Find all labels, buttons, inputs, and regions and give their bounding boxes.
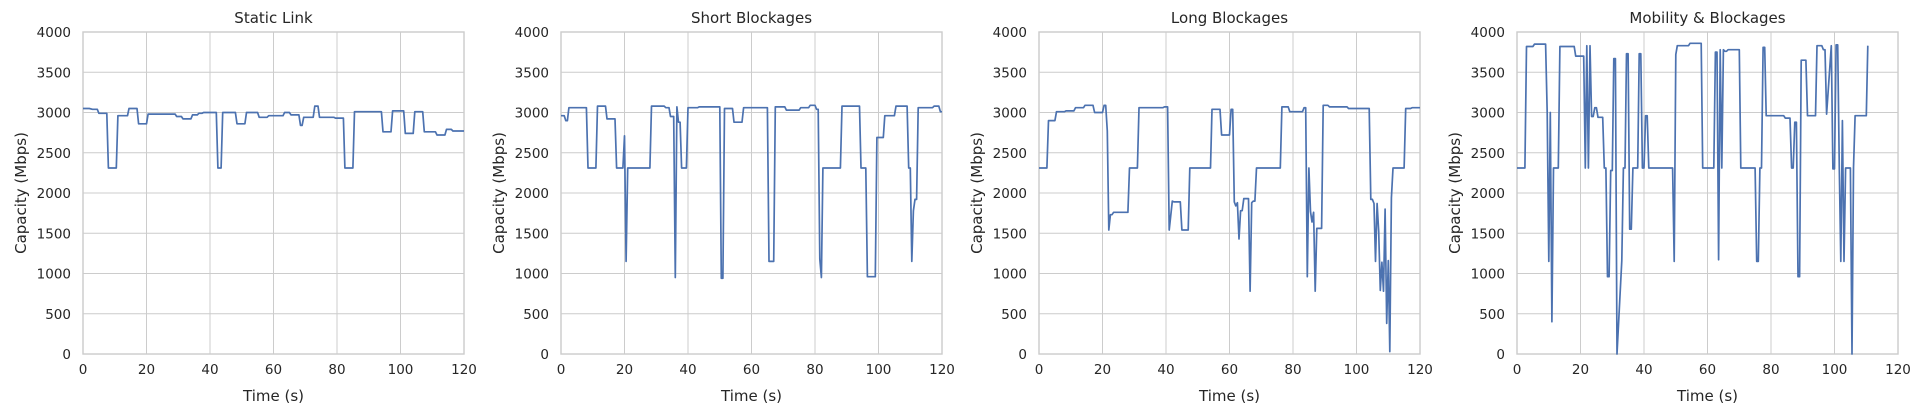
x-tick-label: 20 (616, 362, 633, 378)
y-tick-label: 1000 (515, 267, 549, 283)
y-tick-label: 4000 (993, 25, 1027, 41)
y-tick-label: 2000 (1471, 186, 1505, 202)
x-tick-label: 120 (929, 362, 955, 378)
series-line (561, 104, 942, 280)
y-tick-label: 1500 (37, 226, 71, 242)
y-tick-label: 1500 (1471, 226, 1505, 242)
x-tick-label: 0 (79, 362, 88, 378)
x-tick-label: 80 (328, 362, 345, 378)
x-tick-label: 40 (679, 362, 696, 378)
y-tick-label: 1500 (515, 226, 549, 242)
y-tick-label: 4000 (515, 25, 549, 41)
y-tick-label: 1000 (37, 267, 71, 283)
y-tick-label: 2500 (1471, 146, 1505, 162)
x-tick-label: 120 (1407, 362, 1433, 378)
y-tick-label: 3000 (515, 106, 549, 122)
x-tick-label: 60 (743, 362, 760, 378)
x-axis-label: Time (s) (1198, 387, 1260, 405)
y-axis-label: Capacity (Mbps) (968, 132, 986, 254)
x-tick-label: 80 (1284, 362, 1301, 378)
x-tick-label: 40 (1635, 362, 1652, 378)
x-tick-label: 0 (1035, 362, 1044, 378)
x-tick-label: 100 (1822, 362, 1848, 378)
y-tick-label: 2500 (37, 146, 71, 162)
y-tick-label: 3000 (1471, 106, 1505, 122)
plot-border (1516, 31, 1899, 355)
x-tick-label: 80 (806, 362, 823, 378)
y-tick-label: 2500 (993, 146, 1027, 162)
series-line (1517, 42, 1869, 355)
x-tick-label: 20 (1094, 362, 1111, 378)
x-axis-label: Time (s) (242, 387, 304, 405)
y-tick-label: 2500 (515, 146, 549, 162)
chart-title: Static Link (234, 9, 313, 27)
y-tick-label: 500 (1001, 307, 1027, 323)
chart-title: Short Blockages (691, 9, 812, 27)
x-tick-label: 60 (1699, 362, 1716, 378)
y-tick-label: 3000 (37, 106, 71, 122)
x-tick-label: 120 (451, 362, 477, 378)
y-tick-label: 500 (1479, 307, 1505, 323)
plot-border (82, 31, 465, 355)
chart-title: Long Blockages (1171, 9, 1288, 27)
x-tick-label: 60 (265, 362, 282, 378)
x-tick-label: 120 (1885, 362, 1911, 378)
x-tick-label: 20 (1572, 362, 1589, 378)
y-tick-label: 0 (540, 347, 549, 363)
chart-title: Mobility & Blockages (1629, 9, 1785, 27)
y-tick-label: 3500 (37, 65, 71, 81)
x-tick-label: 0 (557, 362, 566, 378)
y-axis-label: Capacity (Mbps) (490, 132, 508, 254)
y-tick-label: 500 (523, 307, 549, 323)
x-tick-label: 60 (1221, 362, 1238, 378)
y-tick-label: 3500 (1471, 65, 1505, 81)
plot-border (560, 31, 943, 355)
y-tick-label: 2000 (515, 186, 549, 202)
x-tick-label: 0 (1513, 362, 1522, 378)
y-axis-label: Capacity (Mbps) (1446, 132, 1464, 254)
y-tick-label: 1000 (1471, 267, 1505, 283)
x-tick-label: 20 (138, 362, 155, 378)
x-tick-label: 100 (866, 362, 892, 378)
y-tick-label: 4000 (1471, 25, 1505, 41)
x-tick-label: 100 (1344, 362, 1370, 378)
series-line (83, 105, 464, 169)
y-tick-label: 0 (1018, 347, 1027, 363)
x-tick-label: 80 (1762, 362, 1779, 378)
x-tick-label: 40 (201, 362, 218, 378)
y-tick-label: 2000 (37, 186, 71, 202)
y-tick-label: 500 (45, 307, 71, 323)
y-tick-label: 0 (1496, 347, 1505, 363)
y-tick-label: 1000 (993, 267, 1027, 283)
y-axis-label: Capacity (Mbps) (12, 132, 30, 254)
y-tick-label: 0 (62, 347, 71, 363)
x-tick-label: 100 (388, 362, 414, 378)
y-tick-label: 4000 (37, 25, 71, 41)
y-tick-label: 3000 (993, 106, 1027, 122)
y-tick-label: 1500 (993, 226, 1027, 242)
plot-border (1038, 31, 1421, 355)
x-tick-label: 40 (1157, 362, 1174, 378)
y-tick-label: 3500 (515, 65, 549, 81)
x-axis-label: Time (s) (1676, 387, 1738, 405)
x-axis-label: Time (s) (720, 387, 782, 405)
y-tick-label: 2000 (993, 186, 1027, 202)
series-line (1039, 104, 1420, 353)
y-tick-label: 3500 (993, 65, 1027, 81)
